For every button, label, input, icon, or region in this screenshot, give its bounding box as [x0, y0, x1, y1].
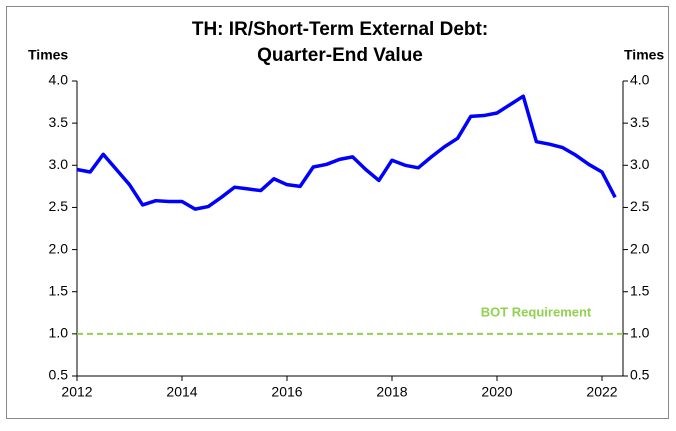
x-tick-label: 2018 [376, 384, 407, 400]
y-tick-label: 3.0 [49, 156, 69, 172]
y-tick-label: 0.5 [49, 367, 69, 383]
x-tick-label: 2014 [166, 384, 197, 400]
y2-tick-label: 1.5 [630, 282, 650, 298]
chart-border [6, 6, 669, 419]
y-tick-label: 1.5 [49, 282, 69, 298]
x-tick-label: 2020 [481, 384, 512, 400]
y-tick-label: 4.0 [49, 72, 69, 88]
x-tick-label: 2016 [271, 384, 302, 400]
y-tick-label: 2.0 [49, 240, 69, 256]
x-tick-label: 2012 [61, 384, 92, 400]
y2-tick-label: 4.0 [630, 72, 650, 88]
y2-tick-label: 2.5 [630, 198, 650, 214]
chart-title: TH: IR/Short-Term External Debt: [192, 19, 488, 40]
y2-tick-label: 2.0 [630, 240, 650, 256]
x-tick-label: 2022 [586, 384, 617, 400]
y2-tick-label: 0.5 [630, 367, 650, 383]
chart-title: Quarter-End Value [257, 45, 423, 66]
y-tick-label: 1.0 [49, 325, 69, 341]
y2-axis-title: Times [624, 47, 664, 63]
y-tick-label: 2.5 [49, 198, 69, 214]
y2-tick-label: 3.0 [630, 156, 650, 172]
y-tick-label: 3.5 [49, 114, 69, 130]
y2-tick-label: 1.0 [630, 325, 650, 341]
reference-label: BOT Requirement [481, 304, 592, 319]
y2-tick-label: 3.5 [630, 114, 650, 130]
y-axis-title: Times [28, 47, 68, 63]
series-line [76, 94, 617, 211]
